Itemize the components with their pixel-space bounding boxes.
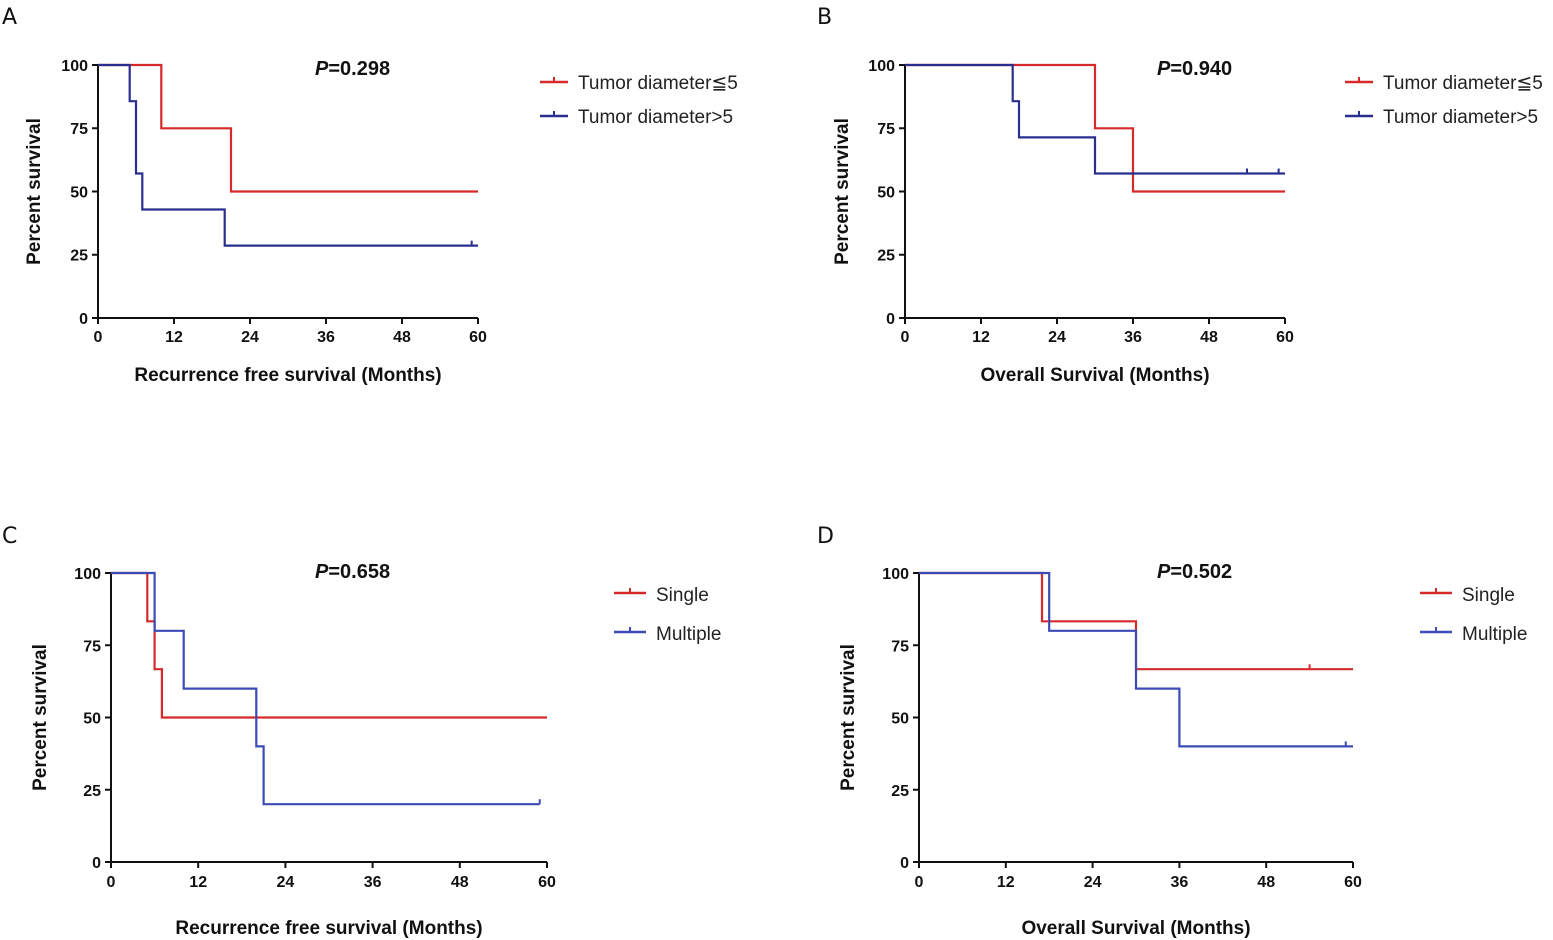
legend-label: Tumor diameter>5	[578, 107, 733, 128]
x-tick-label: 36	[364, 874, 382, 891]
y-axis-title: Percent survival	[24, 118, 45, 265]
x-tick-label: 36	[1124, 329, 1142, 346]
x-tick-label: 0	[915, 874, 924, 891]
x-tick-label: 36	[317, 329, 335, 346]
y-tick-label: 100	[61, 58, 88, 75]
survival-curve-blue	[919, 571, 1353, 748]
p-value-prefix: P	[315, 58, 329, 80]
x-axis-title: Overall Survival (Months)	[1021, 918, 1250, 939]
panel-letter: C	[2, 524, 17, 549]
y-tick-label: 0	[900, 855, 909, 872]
y-tick-label: 50	[877, 184, 895, 201]
x-tick-label: 12	[997, 874, 1015, 891]
survival-curve-red	[98, 63, 478, 193]
x-tick-label: 0	[901, 329, 910, 346]
p-value-number: =0.502	[1170, 561, 1232, 583]
survival-curve-blue	[111, 571, 540, 806]
y-axis-title: Percent survival	[838, 644, 859, 791]
y-tick-label: 100	[882, 566, 909, 583]
y-tick-label: 25	[891, 783, 909, 800]
p-value-label: P=0.658	[315, 561, 390, 583]
survival-curve-red	[905, 63, 1285, 193]
panel-letter: B	[817, 5, 832, 30]
x-tick-label: 48	[451, 874, 469, 891]
x-tick-label: 12	[165, 329, 183, 346]
x-axis-title: Recurrence free survival (Months)	[134, 365, 441, 386]
x-tick-label: 60	[469, 329, 487, 346]
panel-b: B 0 12 24 36 48 60 0 25 50 75 100 Overall Survival (…	[817, 5, 1543, 386]
y-tick-label: 75	[83, 638, 101, 655]
y-tick-label: 0	[79, 311, 88, 328]
panel-letter: D	[817, 524, 834, 549]
panel-letter: A	[2, 5, 17, 30]
x-tick-label: 48	[1200, 329, 1218, 346]
y-tick-label: 0	[886, 311, 895, 328]
p-value-prefix: P	[1157, 561, 1171, 583]
x-tick-label: 12	[189, 874, 207, 891]
panel-c: C 0 12 24 36 48 60 0 25 50 75 100 Recurrence free su…	[2, 524, 721, 939]
x-tick-label: 60	[1344, 874, 1362, 891]
legend-label: Tumor diameter≦5	[578, 73, 738, 94]
p-value-prefix: P	[1157, 58, 1171, 80]
x-tick-label: 24	[1084, 874, 1102, 891]
p-value-prefix: P	[315, 561, 329, 583]
legend-label: Multiple	[1462, 624, 1527, 645]
legend-label: Tumor diameter≦5	[1383, 73, 1543, 94]
p-value-label: P=0.298	[315, 58, 390, 80]
x-tick-label: 48	[1257, 874, 1275, 891]
x-axis-title: Overall Survival (Months)	[980, 365, 1209, 386]
survival-curve-red	[111, 571, 547, 719]
x-tick-label: 12	[972, 329, 990, 346]
x-tick-label: 24	[277, 874, 295, 891]
survival-curve-blue	[905, 63, 1285, 175]
panel-d: D 0 12 24 36 48 60 0 25 50 75 100 Overall Survival (…	[817, 524, 1527, 939]
legend-label: Single	[1462, 585, 1515, 606]
x-tick-label: 36	[1171, 874, 1189, 891]
p-value-label: P=0.502	[1157, 561, 1232, 583]
p-value-number: =0.658	[328, 561, 390, 583]
survival-curve-blue	[98, 63, 478, 247]
y-axis-title: Percent survival	[832, 118, 853, 265]
y-tick-label: 50	[83, 711, 101, 728]
y-tick-label: 75	[70, 121, 88, 138]
x-tick-label: 24	[241, 329, 259, 346]
x-tick-label: 0	[94, 329, 103, 346]
y-tick-label: 25	[70, 248, 88, 265]
x-tick-label: 0	[107, 874, 116, 891]
panel-a: A 0 12 24 36 48 60 0 25 50 75 100 Recurrence free su…	[2, 5, 738, 386]
y-axis-title: Percent survival	[30, 644, 51, 791]
y-tick-label: 25	[83, 783, 101, 800]
x-tick-label: 60	[1276, 329, 1294, 346]
p-value-number: =0.298	[328, 58, 390, 80]
legend-label: Single	[656, 585, 709, 606]
y-tick-label: 50	[891, 711, 909, 728]
y-tick-label: 0	[92, 855, 101, 872]
y-tick-label: 100	[74, 566, 101, 583]
y-tick-label: 50	[70, 184, 88, 201]
x-tick-label: 60	[538, 874, 556, 891]
x-tick-label: 24	[1048, 329, 1066, 346]
p-value-number: =0.940	[1170, 58, 1232, 80]
y-tick-label: 75	[877, 121, 895, 138]
legend-label: Multiple	[656, 624, 721, 645]
y-tick-label: 75	[891, 638, 909, 655]
p-value-label: P=0.940	[1157, 58, 1232, 80]
x-axis-title: Recurrence free survival (Months)	[175, 918, 482, 939]
y-tick-label: 100	[868, 58, 895, 75]
y-tick-label: 25	[877, 248, 895, 265]
x-tick-label: 48	[393, 329, 411, 346]
legend-label: Tumor diameter>5	[1383, 107, 1538, 128]
